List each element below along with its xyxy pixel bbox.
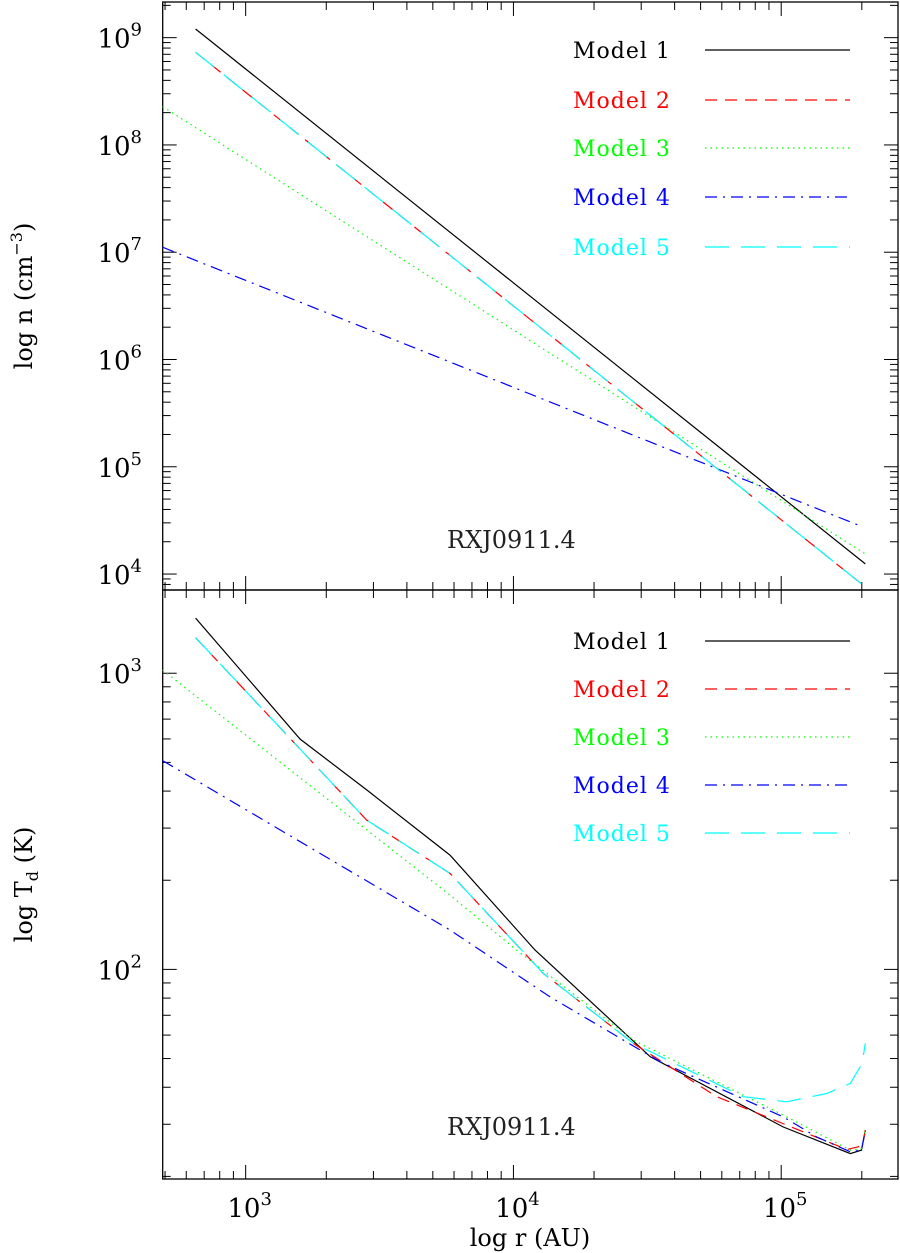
legend-label: Model 4 bbox=[573, 774, 671, 799]
legend-label: Model 4 bbox=[573, 186, 671, 211]
series-line-4 bbox=[162, 760, 866, 1153]
series-line-2 bbox=[195, 637, 866, 1151]
series-line-2 bbox=[195, 51, 866, 588]
y-axis-label: log n (cm−3) bbox=[7, 223, 38, 370]
legend-label: Model 5 bbox=[573, 822, 671, 847]
legend-label: Model 2 bbox=[573, 678, 671, 703]
y-tick-label: 108 bbox=[97, 127, 142, 162]
y-tick-label: 103 bbox=[97, 655, 142, 690]
y-tick-label: 106 bbox=[97, 341, 142, 376]
y-tick-label: 107 bbox=[97, 234, 142, 269]
y-axis-label: log Td (K) bbox=[10, 827, 42, 943]
series-line-1 bbox=[195, 28, 866, 565]
y-tick-label: 104 bbox=[97, 556, 142, 591]
legend-label: Model 3 bbox=[573, 137, 671, 162]
series-line-3 bbox=[162, 669, 866, 1151]
series-line-1 bbox=[195, 617, 866, 1155]
panel-top: 104 105 106 107 108 109 log n (cm−3) RXJ0911.4 M… bbox=[7, 1, 899, 591]
annotation-label: RXJ0911.4 bbox=[447, 1113, 576, 1141]
legend-label: Model 1 bbox=[573, 39, 671, 64]
panel-bottom: 102 103 103 104 105 log Td (K) log r (AU) RXJ09… bbox=[10, 589, 899, 1252]
x-axis-label: log r (AU) bbox=[470, 1224, 591, 1252]
annotation-label: RXJ0911.4 bbox=[447, 526, 576, 554]
y-tick-label: 102 bbox=[97, 951, 142, 986]
y-tick-label: 105 bbox=[97, 449, 142, 484]
plot-frame bbox=[162, 589, 899, 1180]
series-line-4 bbox=[162, 246, 859, 526]
series-line-5 bbox=[195, 637, 866, 1103]
x-tick-label: 103 bbox=[227, 1189, 272, 1224]
legend-label: Model 3 bbox=[573, 726, 671, 751]
x-tick-label: 104 bbox=[495, 1189, 540, 1224]
legend-label: Model 1 bbox=[573, 630, 671, 655]
legend-label: Model 2 bbox=[573, 89, 671, 114]
x-tick-label: 105 bbox=[763, 1189, 808, 1224]
series-line-3 bbox=[162, 106, 866, 555]
y-tick-label: 109 bbox=[97, 20, 142, 55]
legend-label: Model 5 bbox=[573, 236, 671, 261]
